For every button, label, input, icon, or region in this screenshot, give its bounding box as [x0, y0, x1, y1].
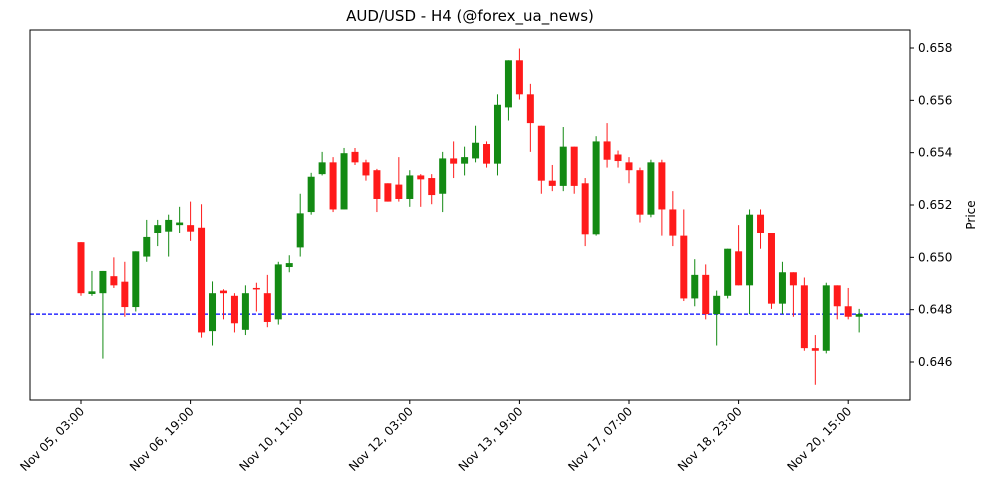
x-tick-label: Nov 05, 03:00	[17, 404, 87, 474]
candle	[844, 287, 852, 320]
candle	[362, 159, 370, 181]
x-axis: Nov 05, 03:00 Nov 06, 19:00 Nov 10, 11:00 N…	[17, 400, 854, 474]
candle	[800, 277, 808, 351]
candle	[811, 335, 819, 385]
candle	[77, 242, 85, 296]
x-tick-label: Nov 10, 11:00	[237, 404, 307, 474]
x-tick-label: Nov 20, 15:00	[785, 404, 855, 474]
candle	[351, 147, 359, 165]
candle	[121, 261, 129, 317]
candle	[559, 127, 567, 192]
candle	[757, 209, 765, 249]
candle	[526, 83, 534, 152]
candle	[537, 125, 545, 194]
candle	[822, 282, 830, 354]
candle	[165, 214, 173, 257]
candle	[592, 136, 600, 236]
candle	[219, 289, 227, 320]
candle	[658, 159, 666, 236]
candle	[285, 255, 293, 273]
y-tick-label: 0.648	[918, 303, 952, 317]
candle	[691, 259, 699, 307]
y-tick-label: 0.652	[918, 198, 952, 212]
x-tick-label: Nov 18, 23:00	[675, 404, 745, 474]
y-tick-label: 0.658	[918, 41, 952, 55]
candle	[789, 272, 797, 317]
y-tick-label: 0.646	[918, 355, 952, 369]
candle	[143, 219, 151, 262]
plot-frame	[29, 29, 911, 401]
candle	[472, 125, 480, 163]
candle	[187, 201, 195, 241]
candle	[99, 270, 107, 359]
y-tick-label: 0.654	[918, 146, 952, 160]
candle	[855, 308, 863, 333]
candle	[647, 159, 655, 218]
candle	[384, 183, 392, 202]
candle	[318, 151, 326, 176]
candle	[724, 248, 732, 299]
candle	[209, 281, 217, 346]
candle	[132, 251, 140, 312]
candle	[252, 282, 260, 312]
candle	[735, 225, 743, 286]
candle	[636, 167, 644, 223]
candle	[274, 261, 282, 325]
candle	[88, 270, 96, 296]
candle	[570, 146, 578, 194]
candle	[439, 151, 447, 213]
x-tick-label: Nov 12, 03:00	[346, 404, 416, 474]
candle	[581, 178, 589, 247]
candle	[263, 274, 271, 328]
candle	[329, 157, 337, 213]
y-tick-label: 0.650	[918, 250, 952, 264]
candle	[395, 157, 403, 202]
chart-title: AUD/USD - H4 (@forex_ua_news)	[346, 7, 594, 26]
candle	[450, 141, 458, 179]
candle	[504, 60, 512, 121]
candle	[373, 168, 381, 213]
y-axis-label: Price	[964, 200, 978, 229]
candle	[833, 285, 841, 320]
candle	[713, 290, 721, 346]
x-tick-label: Nov 17, 07:00	[565, 404, 635, 474]
candle	[241, 285, 249, 336]
candle	[680, 209, 688, 302]
candle	[198, 204, 206, 338]
candle	[483, 141, 491, 168]
candle	[493, 94, 501, 176]
candle	[230, 293, 238, 333]
candles	[77, 48, 863, 385]
candle	[406, 170, 414, 207]
candle	[625, 157, 633, 184]
candle	[603, 123, 611, 168]
candle	[110, 257, 118, 288]
candle	[428, 174, 436, 205]
candle	[746, 209, 754, 315]
candle	[176, 206, 184, 234]
x-tick-label: Nov 06, 19:00	[127, 404, 197, 474]
candle	[154, 219, 162, 247]
candle	[461, 146, 469, 176]
candle	[296, 193, 304, 257]
x-tick-label: Nov 13, 19:00	[456, 404, 526, 474]
candle	[702, 264, 710, 320]
candle	[548, 164, 556, 192]
candle	[340, 147, 348, 210]
candle	[614, 150, 622, 168]
candle	[307, 172, 315, 215]
y-tick-label: 0.656	[918, 93, 952, 107]
y-axis: 0.646 0.648 0.650 0.652 0.654 0.656 0.658	[910, 41, 952, 369]
candle	[669, 191, 677, 247]
candle	[417, 174, 425, 207]
candle	[767, 233, 775, 309]
candle	[515, 48, 523, 100]
candle	[778, 261, 786, 315]
